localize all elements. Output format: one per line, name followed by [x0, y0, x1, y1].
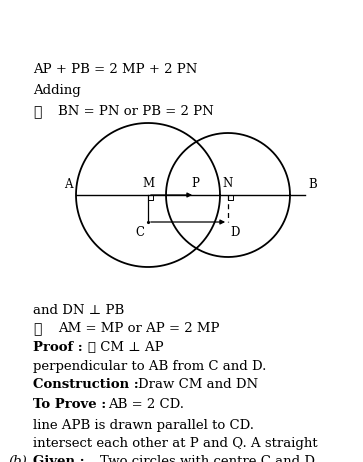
Text: intersect each other at P and Q. A straight: intersect each other at P and Q. A strai…: [33, 437, 318, 450]
Text: ∴: ∴: [33, 322, 41, 336]
Text: Draw CM and DN: Draw CM and DN: [138, 378, 258, 391]
Text: M: M: [142, 177, 154, 190]
Text: Given :: Given :: [33, 455, 85, 462]
Text: AB = 2 CD.: AB = 2 CD.: [108, 398, 184, 411]
Text: Construction :: Construction :: [33, 378, 139, 391]
Text: (b): (b): [8, 455, 27, 462]
Text: To Prove :: To Prove :: [33, 398, 106, 411]
Text: P: P: [191, 177, 199, 190]
Text: C: C: [135, 226, 144, 239]
Text: AM = MP or AP = 2 MP: AM = MP or AP = 2 MP: [58, 322, 220, 335]
Text: Adding: Adding: [33, 84, 81, 97]
Text: ∵ CM ⊥ AP: ∵ CM ⊥ AP: [88, 341, 164, 354]
Text: AP + PB = 2 MP + 2 PN: AP + PB = 2 MP + 2 PN: [33, 63, 197, 76]
Text: Proof :: Proof :: [33, 341, 83, 354]
Text: and DN ⊥ PB: and DN ⊥ PB: [33, 304, 124, 317]
Text: ∴: ∴: [33, 105, 41, 119]
Text: D: D: [230, 226, 239, 239]
Text: perpendicular to AB from C and D.: perpendicular to AB from C and D.: [33, 360, 266, 373]
Text: A: A: [65, 178, 73, 191]
Text: B: B: [308, 178, 317, 191]
Text: Two circles with centre C and D: Two circles with centre C and D: [100, 455, 315, 462]
Text: N: N: [223, 177, 233, 190]
Text: line APB is drawn parallel to CD.: line APB is drawn parallel to CD.: [33, 419, 254, 432]
Text: BN = PN or PB = 2 PN: BN = PN or PB = 2 PN: [58, 105, 214, 118]
